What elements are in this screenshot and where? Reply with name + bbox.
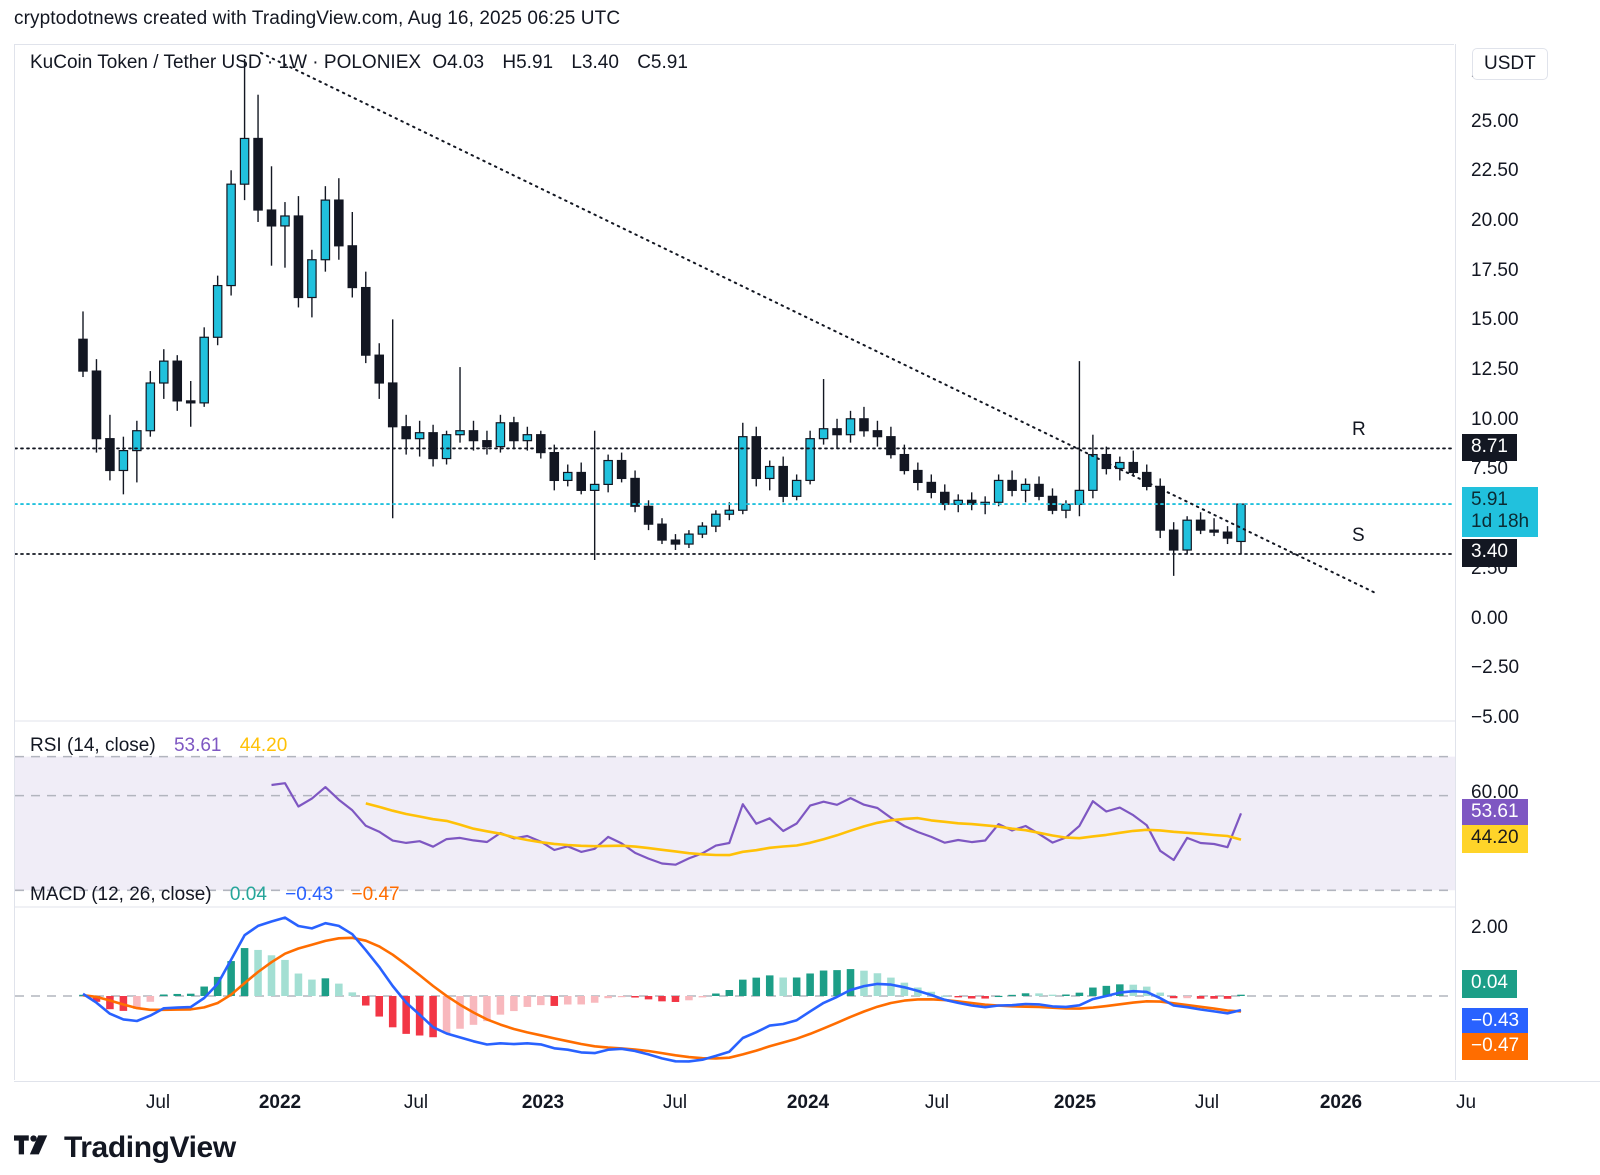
time-axis-tick: 2025	[1053, 1092, 1097, 1113]
macd-signal-value-badge: −0.47	[1462, 1032, 1529, 1061]
currency-unit-badge[interactable]: USDT	[1472, 48, 1548, 80]
rsi-legend: RSI (14, close) 53.61 44.20	[30, 735, 287, 757]
ohlc-close: C5.91	[637, 52, 688, 73]
tradingview-logo[interactable]: TradingView	[14, 1131, 236, 1165]
footer: TradingView	[14, 1121, 1600, 1175]
resistance-price-badge: 8.71	[1462, 433, 1517, 462]
price-axis-tick: 22.50	[1471, 160, 1519, 182]
time-axis-tick: 2023	[521, 1092, 565, 1113]
time-axis-tick: Jul	[1194, 1092, 1220, 1113]
price-axis-tick: 17.50	[1471, 259, 1519, 281]
price-axis-tick: 20.00	[1471, 209, 1519, 231]
macd-signal-legend-value: −0.47	[351, 884, 400, 905]
chart-frame	[14, 44, 1455, 1081]
price-axis-tick: 0.00	[1471, 607, 1508, 629]
last-price-badge: 5.91 1d 18h	[1462, 487, 1539, 537]
price-axis-tick: −2.50	[1471, 657, 1520, 679]
ohlc-low: L3.40	[571, 52, 619, 73]
support-price-badge: 3.40	[1462, 539, 1517, 567]
attribution-text: cryptodotnews created with TradingView.c…	[14, 8, 621, 29]
resistance-level-label: R	[1352, 419, 1366, 441]
symbol-title[interactable]: KuCoin Token / Tether USD · 1W · POLONIE…	[30, 52, 422, 73]
macd-line-legend-value: −0.43	[285, 884, 334, 905]
time-axis-tick: Ju	[1455, 1092, 1477, 1113]
price-axis-tick: 12.50	[1471, 359, 1519, 381]
last-price-value: 5.91	[1471, 489, 1508, 511]
symbol-legend: KuCoin Token / Tether USD · 1W · POLONIE…	[30, 52, 701, 74]
time-axis-tick: Jul	[662, 1092, 688, 1113]
support-level-label: S	[1352, 524, 1365, 546]
time-axis-tick: Jul	[403, 1092, 429, 1113]
macd-hist-legend-value: 0.04	[229, 884, 267, 905]
macd-legend: MACD (12, 26, close) 0.04 −0.43 −0.47	[30, 884, 400, 906]
chart-canvas[interactable]	[15, 45, 1455, 1081]
time-axis[interactable]: Jul 2022 Jul 2023 Jul 2024 Jul 2025 Jul 2026 Ju	[14, 1081, 1600, 1121]
time-axis-tick: 2026	[1319, 1092, 1363, 1113]
macd-line-value-badge: −0.43	[1462, 1007, 1529, 1035]
price-axis-tick: 7.50	[1471, 458, 1508, 480]
time-axis-tick: 2024	[786, 1092, 830, 1113]
price-axis[interactable]	[1455, 44, 1600, 1080]
macd-indicator-name[interactable]: MACD (12, 26, close)	[30, 884, 212, 905]
bar-countdown: 1d 18h	[1471, 511, 1530, 533]
rsi-legend-value: 53.61	[173, 735, 222, 756]
macd-axis-tick: 2.00	[1471, 916, 1508, 938]
price-axis-tick: 25.00	[1471, 110, 1519, 132]
tradingview-wordmark: TradingView	[64, 1131, 236, 1164]
price-axis-tick: 10.00	[1471, 408, 1519, 430]
time-axis-tick: Jul	[924, 1092, 950, 1113]
ohlc-open: O4.03	[432, 52, 485, 73]
macd-hist-value-badge: 0.04	[1462, 970, 1517, 998]
rsi-axis-tick: 60.00	[1471, 781, 1519, 803]
rsi-indicator-name[interactable]: RSI (14, close)	[30, 735, 156, 756]
rsi-ma-value-badge: 44.20	[1462, 825, 1528, 853]
price-axis-tick: 15.00	[1471, 309, 1519, 331]
rsi-ma-legend-value: 44.20	[239, 735, 288, 756]
ohlc-high: H5.91	[502, 52, 554, 73]
time-axis-tick: 2022	[258, 1092, 302, 1113]
rsi-value-badge: 53.61	[1462, 798, 1528, 827]
tradingview-mark-icon	[14, 1135, 48, 1155]
time-axis-tick: Jul	[145, 1092, 171, 1113]
price-axis-tick: −5.00	[1471, 707, 1520, 728]
